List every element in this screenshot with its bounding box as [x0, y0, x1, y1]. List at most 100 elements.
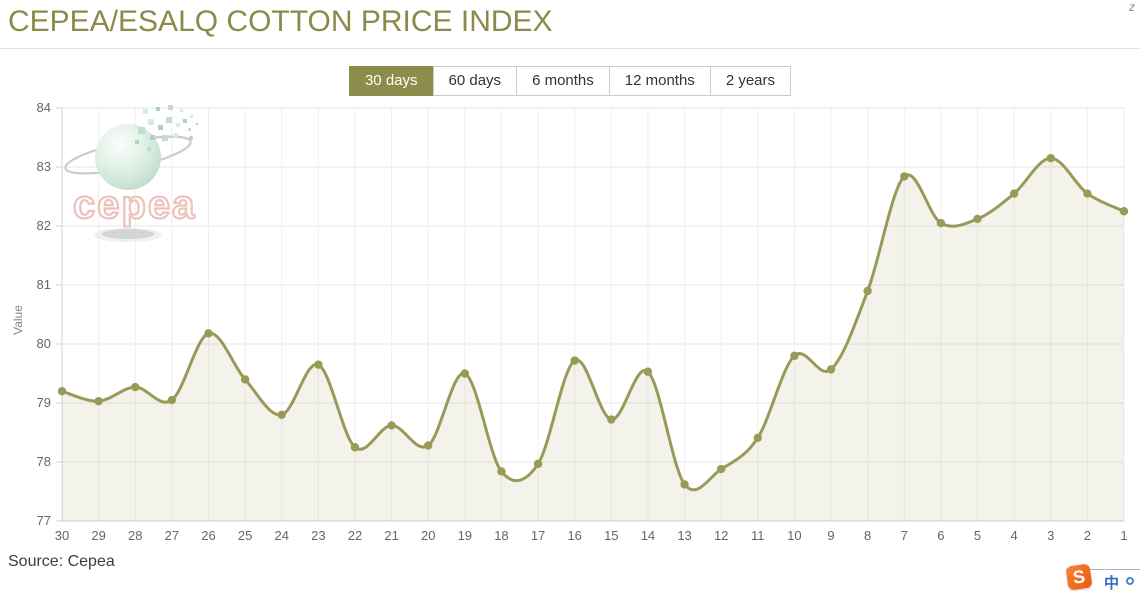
x-axis-tick-label: 12 — [714, 528, 728, 543]
data-point-marker[interactable] — [131, 382, 140, 392]
corner-artifact: z — [1129, 0, 1135, 14]
x-axis-tick-label: 3 — [1047, 528, 1054, 543]
x-axis-tick-label: 13 — [677, 528, 691, 543]
data-point-marker[interactable] — [570, 356, 579, 365]
data-point-marker[interactable] — [1083, 189, 1092, 198]
logo-pixel — [143, 109, 148, 114]
tab-12-months[interactable]: 12 months — [608, 66, 711, 96]
data-point-marker[interactable] — [936, 218, 946, 228]
data-point-marker[interactable] — [533, 459, 543, 468]
x-axis-tick-label: 30 — [55, 528, 69, 543]
logo-pixel — [196, 123, 198, 125]
x-axis-tick-label: 16 — [567, 528, 581, 543]
data-point-marker[interactable] — [863, 286, 872, 296]
logo-pixel — [166, 117, 172, 123]
data-point-marker[interactable] — [900, 172, 909, 181]
data-point-marker[interactable] — [57, 387, 67, 396]
y-axis-tick-label: 77 — [37, 513, 51, 528]
logo-globe-icon — [95, 124, 161, 190]
x-axis-tick-label: 6 — [937, 528, 944, 543]
logo-pixel — [135, 140, 139, 144]
logo-pixel — [148, 119, 154, 125]
logo-wordmark: cepea — [73, 183, 196, 227]
x-axis-tick-label: 23 — [311, 528, 325, 543]
data-point-marker[interactable] — [277, 410, 286, 419]
y-axis-tick-label: 78 — [37, 454, 51, 469]
logo-pixel — [183, 119, 187, 123]
data-point-marker[interactable] — [826, 365, 836, 374]
data-point-marker[interactable] — [240, 375, 250, 384]
data-point-marker[interactable] — [460, 369, 470, 378]
ime-bar[interactable]: S 中 — [1065, 563, 1140, 591]
x-axis-tick-label: 15 — [604, 528, 618, 543]
page-title: CEPEA/ESALQ COTTON PRICE INDEX — [8, 5, 553, 38]
x-axis-tick-label: 18 — [494, 528, 508, 543]
series-area-fill — [62, 158, 1124, 521]
x-axis-tick-label: 4 — [1011, 528, 1018, 543]
logo-pixel — [174, 133, 178, 137]
tab-6-months[interactable]: 6 months — [516, 66, 610, 96]
logo-pixel — [180, 109, 183, 112]
data-point-marker[interactable] — [94, 397, 103, 406]
y-axis-tick-label: 80 — [37, 336, 51, 351]
ime-language-indicator[interactable]: 中 — [1104, 575, 1120, 591]
x-axis-tick-label: 25 — [238, 528, 252, 543]
logo-pixel — [150, 135, 155, 140]
logo-pixel — [168, 105, 173, 110]
x-axis-tick-label: 22 — [348, 528, 362, 543]
grid: 30 29 28 27 26 25 24 23 22 21 20 19 18 17 16 15 14 13 12 11… — [37, 100, 1128, 543]
ime-dot-icon[interactable] — [1126, 577, 1134, 585]
x-axis-tick-label: 19 — [458, 528, 472, 543]
tab-2-years[interactable]: 2 years — [709, 66, 792, 96]
logo-pixel — [190, 115, 193, 118]
x-axis-tick-label: 29 — [91, 528, 105, 543]
data-point-marker[interactable] — [1046, 153, 1055, 163]
data-point-marker[interactable] — [680, 480, 689, 489]
x-axis-tick-label: 1 — [1120, 528, 1127, 543]
price-chart: 30 29 28 27 26 25 24 23 22 21 20 19 18 17 16 15 14 13 12 11… — [11, 100, 1129, 543]
x-axis-tick-label: 7 — [901, 528, 908, 543]
logo-pixel — [188, 128, 191, 131]
x-axis-tick-label: 17 — [531, 528, 545, 543]
data-point-marker[interactable] — [753, 433, 762, 443]
y-axis-tick-label: 83 — [37, 159, 51, 174]
data-point-marker[interactable] — [167, 395, 177, 405]
x-axis-tick-label: 24 — [274, 528, 288, 543]
sogou-s-letter: S — [1071, 565, 1087, 588]
y-axis-tick-label: 79 — [37, 395, 51, 410]
tab-30-days[interactable]: 30 days — [348, 66, 434, 96]
x-axis-tick-label: 5 — [974, 528, 981, 543]
x-axis-tick-label: 26 — [201, 528, 215, 543]
data-point-marker[interactable] — [314, 360, 323, 369]
tab-60-days[interactable]: 60 days — [432, 66, 518, 96]
x-axis-tick-label: 9 — [827, 528, 834, 543]
data-point-marker[interactable] — [716, 464, 726, 474]
logo-pixel — [176, 123, 180, 127]
x-axis-tick-label: 20 — [421, 528, 435, 543]
data-point-marker[interactable] — [1119, 207, 1129, 216]
y-axis-title: Value — [11, 305, 25, 335]
logo-pixel — [138, 127, 145, 134]
x-axis-tick-label: 21 — [384, 528, 398, 543]
data-point-marker[interactable] — [607, 415, 616, 424]
range-tabs: 30 days 60 days 6 months 12 months 2 years — [0, 66, 1140, 96]
data-point-marker[interactable] — [424, 441, 433, 450]
y-axis-tick-label: 82 — [37, 218, 51, 233]
data-point-marker[interactable] — [497, 467, 506, 476]
data-point-marker[interactable] — [387, 421, 396, 430]
sogou-input-icon[interactable]: S — [1065, 563, 1093, 591]
data-point-marker[interactable] — [204, 329, 213, 338]
data-point-marker[interactable] — [350, 443, 360, 452]
data-point-marker[interactable] — [643, 367, 653, 376]
x-axis-tick-label: 10 — [787, 528, 801, 543]
header-divider — [0, 48, 1140, 49]
data-point-marker[interactable] — [1009, 189, 1019, 198]
data-point-marker[interactable] — [790, 351, 799, 360]
x-axis-tick-label: 8 — [864, 528, 871, 543]
x-axis-tick-label: 28 — [128, 528, 142, 543]
x-axis-tick-label: 14 — [641, 528, 655, 543]
data-point-marker[interactable] — [973, 214, 982, 224]
x-axis-tick-label: 11 — [751, 528, 765, 543]
x-axis-tick-label: 27 — [165, 528, 179, 543]
